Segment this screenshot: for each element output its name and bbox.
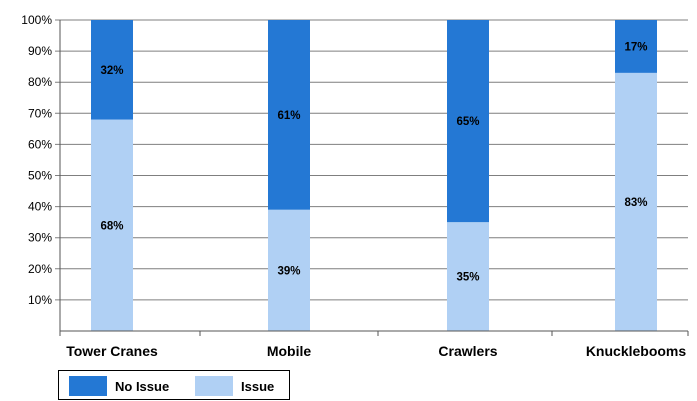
bar-segment-issue <box>447 222 489 331</box>
data-label: 83% <box>624 197 647 209</box>
legend: No Issue Issue <box>58 370 290 400</box>
data-label: 68% <box>100 220 123 232</box>
bar-segment-no-issue <box>615 20 657 73</box>
legend-label-issue: Issue <box>241 378 275 394</box>
gridlines <box>55 19 688 301</box>
x-tick-label: Knucklebooms <box>586 343 687 359</box>
data-label: 17% <box>624 41 647 53</box>
y-tick-label: 60% <box>28 137 52 151</box>
bar-segment-issue <box>615 72 657 332</box>
data-label: 61% <box>277 110 300 122</box>
y-tick-label: 80% <box>28 75 52 89</box>
data-labels: 68% 32% 39% 61% 35% 65% 83% 17% <box>100 41 647 283</box>
data-label: 39% <box>277 265 300 277</box>
y-tick-label: 100% <box>21 13 52 27</box>
data-label: 35% <box>456 272 479 284</box>
legend-label-no-issue: No Issue <box>115 378 170 394</box>
bar-segment-issue <box>268 209 310 331</box>
y-tick-label: 10% <box>28 293 52 307</box>
x-tick-label: Mobile <box>267 343 312 359</box>
legend-swatch-issue <box>195 376 233 396</box>
bar-segment-no-issue <box>268 20 310 210</box>
legend-swatch-no-issue <box>69 376 107 396</box>
bar-segment-no-issue <box>447 20 489 223</box>
bar-segment-issue <box>91 119 133 332</box>
axes <box>59 20 689 336</box>
y-tick-label: 30% <box>28 231 52 245</box>
y-tick-label: 40% <box>28 200 52 214</box>
y-tick-label: 90% <box>28 44 52 58</box>
legend-item-no-issue: No Issue <box>69 376 169 396</box>
y-tick-label: 50% <box>28 169 52 183</box>
y-tick-labels: 10% 20% 30% 40% 50% 60% 70% 80% 90% 100% <box>21 13 52 307</box>
bars <box>91 20 657 332</box>
data-label: 32% <box>100 65 123 77</box>
x-tick-label: Tower Cranes <box>66 343 158 359</box>
y-tick-label: 20% <box>28 262 52 276</box>
x-tick-labels: Tower Cranes Mobile Crawlers Knucklebooms <box>66 343 686 359</box>
data-label: 65% <box>456 116 479 128</box>
y-tick-label: 70% <box>28 106 52 120</box>
x-tick-label: Crawlers <box>438 343 497 359</box>
legend-item-issue: Issue <box>195 376 274 396</box>
bar-segment-no-issue <box>91 20 133 120</box>
